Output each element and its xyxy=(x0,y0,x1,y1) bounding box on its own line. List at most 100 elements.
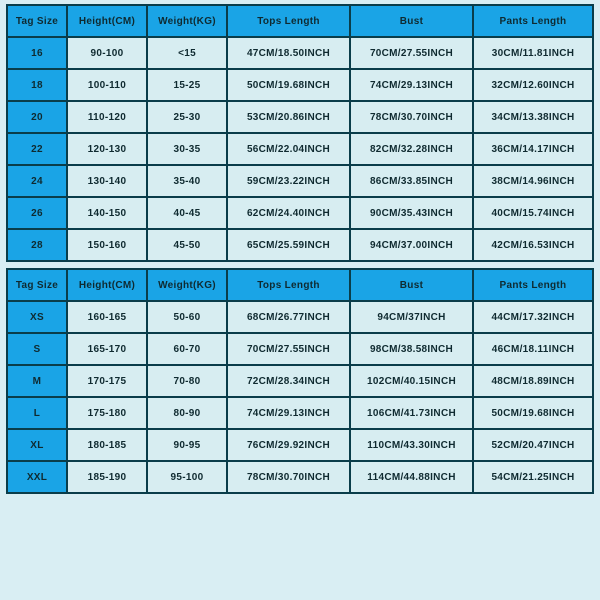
cell-value: 80-90 xyxy=(147,397,227,429)
cell-value: 30-35 xyxy=(147,133,227,165)
cell-value: 15-25 xyxy=(147,69,227,101)
cell-tag-size: 18 xyxy=(7,69,67,101)
cell-value: 102CM/40.15INCH xyxy=(350,365,473,397)
cell-value: 78CM/30.70INCH xyxy=(227,461,350,493)
table-row: XL180-18590-9576CM/29.92INCH110CM/43.30I… xyxy=(7,429,593,461)
table-row: XS160-16550-6068CM/26.77INCH94CM/37INCH4… xyxy=(7,301,593,333)
cell-value: 130-140 xyxy=(67,165,147,197)
header-row: Tag Size Height(CM) Weight(KG) Tops Leng… xyxy=(7,269,593,301)
col-bust: Bust xyxy=(350,269,473,301)
cell-value: 52CM/20.47INCH xyxy=(473,429,593,461)
cell-value: 110-120 xyxy=(67,101,147,133)
cell-tag-size: XXL xyxy=(7,461,67,493)
cell-value: 45-50 xyxy=(147,229,227,261)
table-body-kids: 1690-100<1547CM/18.50INCH70CM/27.55INCH3… xyxy=(7,37,593,261)
cell-value: 70-80 xyxy=(147,365,227,397)
cell-value: <15 xyxy=(147,37,227,69)
col-pants-length: Pants Length xyxy=(473,5,593,37)
cell-value: 60-70 xyxy=(147,333,227,365)
cell-value: 40CM/15.74INCH xyxy=(473,197,593,229)
cell-tag-size: S xyxy=(7,333,67,365)
cell-value: 185-190 xyxy=(67,461,147,493)
cell-value: 36CM/14.17INCH xyxy=(473,133,593,165)
header-row: Tag Size Height(CM) Weight(KG) Tops Leng… xyxy=(7,5,593,37)
cell-value: 150-160 xyxy=(67,229,147,261)
cell-value: 82CM/32.28INCH xyxy=(350,133,473,165)
cell-value: 76CM/29.92INCH xyxy=(227,429,350,461)
cell-value: 175-180 xyxy=(67,397,147,429)
cell-value: 42CM/16.53INCH xyxy=(473,229,593,261)
cell-value: 180-185 xyxy=(67,429,147,461)
cell-value: 86CM/33.85INCH xyxy=(350,165,473,197)
size-table-kids: Tag Size Height(CM) Weight(KG) Tops Leng… xyxy=(6,4,594,262)
cell-value: 114CM/44.88INCH xyxy=(350,461,473,493)
cell-value: 32CM/12.60INCH xyxy=(473,69,593,101)
cell-tag-size: 28 xyxy=(7,229,67,261)
table-row: 1690-100<1547CM/18.50INCH70CM/27.55INCH3… xyxy=(7,37,593,69)
cell-value: 40-45 xyxy=(147,197,227,229)
cell-value: 106CM/41.73INCH xyxy=(350,397,473,429)
cell-value: 38CM/14.96INCH xyxy=(473,165,593,197)
cell-value: 100-110 xyxy=(67,69,147,101)
cell-value: 94CM/37.00INCH xyxy=(350,229,473,261)
col-tag-size: Tag Size xyxy=(7,5,67,37)
cell-value: 65CM/25.59INCH xyxy=(227,229,350,261)
cell-value: 62CM/24.40INCH xyxy=(227,197,350,229)
cell-value: 95-100 xyxy=(147,461,227,493)
cell-value: 72CM/28.34INCH xyxy=(227,365,350,397)
cell-value: 30CM/11.81INCH xyxy=(473,37,593,69)
cell-value: 56CM/22.04INCH xyxy=(227,133,350,165)
cell-value: 165-170 xyxy=(67,333,147,365)
cell-value: 53CM/20.86INCH xyxy=(227,101,350,133)
cell-value: 160-165 xyxy=(67,301,147,333)
cell-tag-size: 24 xyxy=(7,165,67,197)
cell-value: 90-95 xyxy=(147,429,227,461)
col-tops-length: Tops Length xyxy=(227,5,350,37)
size-table-adults: Tag Size Height(CM) Weight(KG) Tops Leng… xyxy=(6,268,594,494)
col-bust: Bust xyxy=(350,5,473,37)
cell-value: 35-40 xyxy=(147,165,227,197)
table-row: 24130-14035-4059CM/23.22INCH86CM/33.85IN… xyxy=(7,165,593,197)
page: Tag Size Height(CM) Weight(KG) Tops Leng… xyxy=(0,0,600,498)
col-weight: Weight(KG) xyxy=(147,5,227,37)
cell-tag-size: L xyxy=(7,397,67,429)
cell-value: 54CM/21.25INCH xyxy=(473,461,593,493)
cell-value: 70CM/27.55INCH xyxy=(227,333,350,365)
cell-value: 98CM/38.58INCH xyxy=(350,333,473,365)
col-pants-length: Pants Length xyxy=(473,269,593,301)
cell-value: 46CM/18.11INCH xyxy=(473,333,593,365)
table-body-adults: XS160-16550-6068CM/26.77INCH94CM/37INCH4… xyxy=(7,301,593,493)
table-row: 26140-15040-4562CM/24.40INCH90CM/35.43IN… xyxy=(7,197,593,229)
cell-value: 78CM/30.70INCH xyxy=(350,101,473,133)
cell-value: 50CM/19.68INCH xyxy=(473,397,593,429)
table-row: 28150-16045-5065CM/25.59INCH94CM/37.00IN… xyxy=(7,229,593,261)
cell-value: 74CM/29.13INCH xyxy=(227,397,350,429)
cell-value: 110CM/43.30INCH xyxy=(350,429,473,461)
cell-value: 90CM/35.43INCH xyxy=(350,197,473,229)
cell-value: 44CM/17.32INCH xyxy=(473,301,593,333)
cell-value: 170-175 xyxy=(67,365,147,397)
cell-value: 94CM/37INCH xyxy=(350,301,473,333)
cell-value: 68CM/26.77INCH xyxy=(227,301,350,333)
cell-value: 47CM/18.50INCH xyxy=(227,37,350,69)
table-row: L175-18080-9074CM/29.13INCH106CM/41.73IN… xyxy=(7,397,593,429)
col-height: Height(CM) xyxy=(67,5,147,37)
table-row: 20110-12025-3053CM/20.86INCH78CM/30.70IN… xyxy=(7,101,593,133)
table-row: S165-17060-7070CM/27.55INCH98CM/38.58INC… xyxy=(7,333,593,365)
cell-tag-size: 20 xyxy=(7,101,67,133)
cell-tag-size: XL xyxy=(7,429,67,461)
cell-value: 140-150 xyxy=(67,197,147,229)
table-row: 18100-11015-2550CM/19.68INCH74CM/29.13IN… xyxy=(7,69,593,101)
cell-value: 25-30 xyxy=(147,101,227,133)
col-weight: Weight(KG) xyxy=(147,269,227,301)
col-tops-length: Tops Length xyxy=(227,269,350,301)
col-tag-size: Tag Size xyxy=(7,269,67,301)
cell-value: 50CM/19.68INCH xyxy=(227,69,350,101)
cell-value: 50-60 xyxy=(147,301,227,333)
cell-value: 48CM/18.89INCH xyxy=(473,365,593,397)
table-row: 22120-13030-3556CM/22.04INCH82CM/32.28IN… xyxy=(7,133,593,165)
table-row: M170-17570-8072CM/28.34INCH102CM/40.15IN… xyxy=(7,365,593,397)
cell-tag-size: 16 xyxy=(7,37,67,69)
cell-tag-size: 22 xyxy=(7,133,67,165)
cell-value: 34CM/13.38INCH xyxy=(473,101,593,133)
